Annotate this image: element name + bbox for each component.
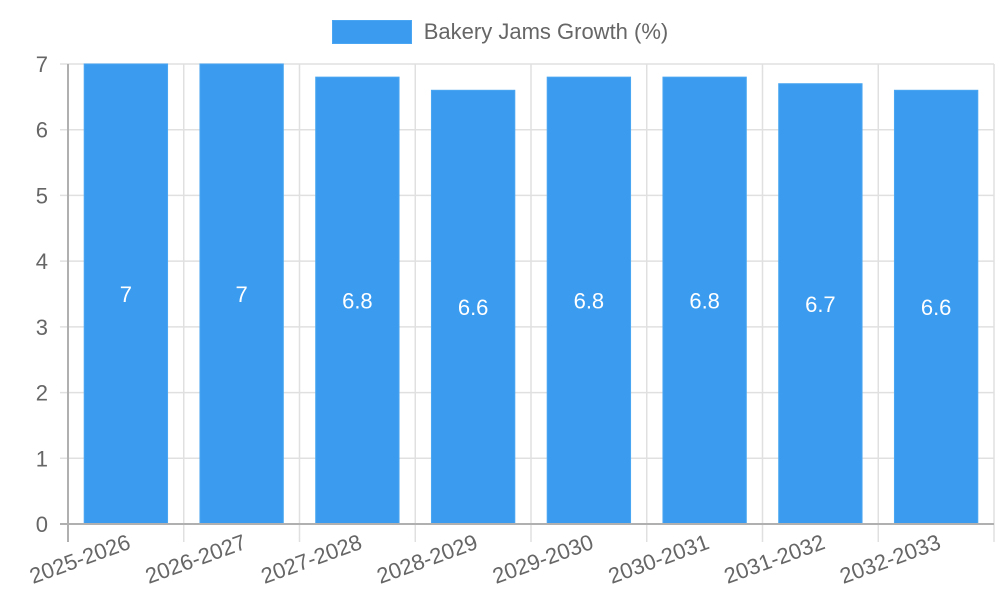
bar[interactable] [199, 63, 284, 525]
legend-swatch[interactable] [331, 20, 412, 44]
bar[interactable] [83, 63, 169, 525]
y-tick-label: 3 [36, 315, 48, 340]
y-tick-label: 6 [36, 118, 48, 143]
bar[interactable] [546, 76, 632, 525]
legend-label: Bakery Jams Growth (%) [423, 19, 669, 44]
axes [60, 64, 994, 542]
x-tick-label: 2031-2032 [721, 529, 828, 588]
x-tick-label: 2028-2029 [373, 529, 480, 588]
x-tick-label: 2026-2027 [142, 529, 249, 588]
bar-value-label: 6.8 [689, 289, 720, 314]
bar-value-label: 6.6 [458, 295, 489, 320]
x-tick-label: 2030-2031 [605, 529, 712, 588]
y-tick-label: 0 [36, 512, 48, 537]
bar-value-label: 7 [236, 282, 248, 307]
bar[interactable] [662, 76, 747, 525]
y-axis-labels: 0 1 2 3 4 5 6 7 [36, 52, 48, 537]
bar-value-label: 6.8 [574, 289, 605, 314]
chart-legend: Bakery Jams Growth (%) [0, 16, 1000, 48]
bar[interactable] [430, 89, 516, 525]
x-axis-labels: 2025-2026 2026-2027 2027-2028 2028-2029 2029… [26, 529, 944, 588]
x-tick-label: 2025-2026 [26, 529, 133, 588]
bar[interactable] [778, 83, 863, 525]
bars: 7 7 6.8 6.6 6.8 6.8 6.7 6.6 [83, 63, 979, 525]
y-tick-label: 7 [36, 52, 48, 77]
bar-value-label: 6.6 [921, 295, 952, 320]
bar[interactable] [315, 76, 400, 525]
bar[interactable] [893, 89, 979, 525]
y-tick-label: 5 [36, 183, 48, 208]
y-tick-label: 4 [36, 249, 48, 274]
bar-value-label: 6.8 [342, 289, 373, 314]
x-tick-label: 2027-2028 [258, 529, 365, 588]
x-tick-label: 2029-2030 [489, 529, 596, 588]
bar-value-label: 6.7 [805, 292, 836, 317]
y-tick-label: 2 [36, 381, 48, 406]
x-tick-label: 2032-2033 [836, 529, 943, 588]
y-tick-label: 1 [36, 446, 48, 471]
bar-value-label: 7 [120, 282, 132, 307]
